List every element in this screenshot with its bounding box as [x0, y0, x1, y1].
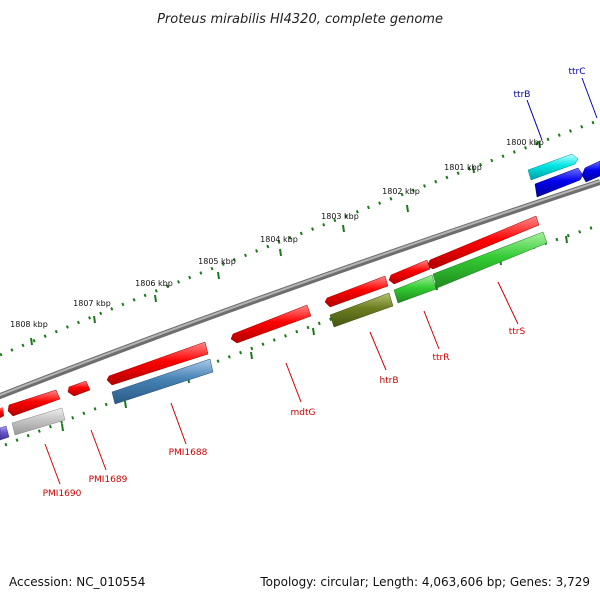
gene-ttrS[interactable] [432, 231, 548, 289]
kbp-label-1807: 1807 kbp [73, 299, 111, 308]
kbp-label-1803: 1803 kbp [321, 212, 359, 221]
kbp-label-1800: 1800 kbp [506, 138, 544, 147]
kbp-label-1805: 1805 kbp [198, 257, 236, 266]
tick-1804 [279, 248, 282, 257]
gene-mdtG-arrow[interactable] [230, 304, 312, 344]
label-leaders [44, 77, 598, 485]
label-PMI1688[interactable]: PMI1688 [169, 448, 208, 458]
kbp-label-1806: 1806 kbp [135, 279, 173, 288]
outer-scale-major-ticks [30, 140, 541, 346]
gene-PMI1689-arrow[interactable] [67, 380, 91, 397]
leader-htrB [369, 331, 387, 371]
inner-tick [565, 235, 568, 244]
gene-ttrB[interactable] [527, 153, 579, 181]
gene-htrB-arrow[interactable] [324, 275, 389, 308]
genome-backbone [0, 179, 600, 400]
leader-PMI1689 [90, 429, 107, 471]
tick-1802 [406, 204, 409, 213]
kbp-label-1804: 1804 kbp [260, 235, 298, 244]
label-ttrS[interactable]: ttrS [509, 327, 526, 337]
inner-tick [250, 351, 253, 360]
reverse-genes [0, 231, 548, 441]
tick-1808 [30, 337, 33, 346]
label-ttrB[interactable]: ttrB [514, 90, 531, 100]
tick-1800 [538, 140, 541, 149]
accession-text: Accession: NC_010554 [9, 575, 145, 589]
tick-1803 [342, 224, 345, 233]
map-title: Proteus mirabilis HI4320, complete genom… [157, 12, 443, 27]
leader-mdtG [285, 362, 302, 403]
kbp-label-1802: 1802 kbp [382, 187, 420, 196]
forward-genes [0, 153, 600, 418]
leader-ttrB [526, 99, 543, 141]
gene-PMI1690[interactable] [11, 407, 66, 436]
gene-ttrC-cont[interactable] [581, 160, 600, 183]
kbp-label-1808: 1808 kbp [10, 320, 48, 329]
inner-tick [61, 423, 64, 432]
label-htrB[interactable]: htrB [379, 376, 398, 386]
tick-1806 [154, 294, 157, 303]
gene-ttrR[interactable] [393, 274, 437, 304]
gene-labels: ttrC ttrB ttrS ttrR htrB mdtG PMI1688 PM… [43, 67, 586, 499]
gene-PMI1688[interactable] [111, 358, 214, 405]
leader-ttrC [581, 77, 598, 119]
leader-ttrR [423, 310, 440, 350]
gene-left-edge[interactable] [0, 407, 4, 418]
leader-PMI1688 [170, 402, 187, 445]
leader-PMI1690 [44, 443, 61, 485]
gene-PMI1688-arrow[interactable] [106, 341, 209, 386]
genome-backbone-highlight [0, 180, 600, 397]
genome-stats-text: Topology: circular; Length: 4,063,606 bp… [259, 575, 590, 589]
label-PMI1690[interactable]: PMI1690 [43, 489, 82, 499]
inner-tick [312, 327, 315, 336]
label-ttrC[interactable]: ttrC [568, 67, 585, 77]
kbp-label-1801: 1801 kbp [444, 163, 482, 172]
label-ttrR[interactable]: ttrR [432, 353, 449, 363]
gene-ttrC[interactable] [534, 167, 584, 198]
gene-ttrR-arrow[interactable] [388, 259, 431, 285]
tick-1801 [472, 165, 475, 174]
label-mdtG[interactable]: mdtG [291, 408, 316, 418]
tick-1807 [93, 315, 96, 324]
gene-PMI1690-arrow[interactable] [7, 389, 61, 417]
label-PMI1689[interactable]: PMI1689 [89, 475, 128, 485]
kbp-labels: 1800 kbp 1801 kbp 1802 kbp 1803 kbp 1804… [10, 138, 544, 329]
gene-left-purple[interactable] [0, 425, 10, 441]
tick-1805 [217, 271, 220, 280]
leader-ttrS [497, 281, 519, 325]
gene-htrB[interactable] [329, 292, 394, 328]
inner-tick [124, 400, 127, 409]
